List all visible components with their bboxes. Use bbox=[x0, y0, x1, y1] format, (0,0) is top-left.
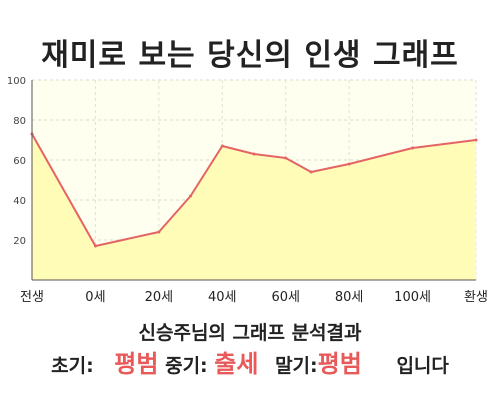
axes bbox=[31, 80, 476, 281]
data-point bbox=[220, 144, 224, 148]
y-tick-label: 20 bbox=[13, 236, 26, 247]
line-segment bbox=[94, 231, 160, 247]
middle-value: 출세 bbox=[214, 350, 259, 378]
data-point bbox=[189, 194, 193, 198]
x-tick-label: 전생 bbox=[20, 290, 44, 305]
data-point bbox=[284, 156, 288, 160]
x-tick-label: 100세 bbox=[394, 290, 431, 305]
data-point bbox=[157, 230, 161, 234]
late-value: 평범 bbox=[317, 350, 362, 378]
line-segment bbox=[189, 145, 224, 197]
x-tick-label: 40세 bbox=[208, 290, 237, 305]
line-segment bbox=[157, 195, 192, 233]
line-segment bbox=[310, 163, 351, 173]
line-segment bbox=[221, 145, 255, 155]
line-segment bbox=[348, 147, 414, 165]
y-tick-label: 60 bbox=[13, 156, 26, 167]
line-segment bbox=[31, 133, 97, 247]
early-value: 평범 bbox=[114, 350, 159, 378]
analysis-result: 초기: 평범 중기: 출세 말기:평범 입니다 bbox=[0, 344, 500, 379]
series-line bbox=[31, 133, 477, 247]
x-tick-labels: 전생 0세 20세 40세 60세 80세 100세 환생 bbox=[20, 290, 488, 305]
data-point bbox=[347, 162, 351, 166]
line-segment bbox=[411, 139, 477, 149]
data-point bbox=[309, 170, 313, 174]
analysis-heading: 신승주님의 그래프 분석결과 bbox=[138, 322, 362, 344]
data-point bbox=[93, 244, 97, 248]
x-tick-label: 0세 bbox=[85, 290, 105, 305]
x-tick-label: 80세 bbox=[335, 290, 364, 305]
early-label: 초기: bbox=[51, 355, 94, 377]
data-point bbox=[411, 146, 415, 150]
y-tick-label: 100 bbox=[7, 76, 26, 87]
data-points bbox=[30, 132, 478, 248]
data-point bbox=[474, 138, 478, 142]
data-point bbox=[252, 152, 256, 156]
result-suffix: 입니다 bbox=[396, 355, 449, 377]
line-segment bbox=[253, 153, 287, 159]
x-tick-label: 20세 bbox=[145, 290, 174, 305]
x-tick-label: 60세 bbox=[271, 290, 300, 305]
middle-label: 중기: bbox=[165, 355, 208, 377]
y-tick-label: 80 bbox=[13, 116, 26, 127]
y-tick-labels: 20 40 60 80 100 bbox=[7, 76, 26, 247]
late-label: 말기: bbox=[275, 355, 318, 377]
x-tick-label: 환생 bbox=[464, 290, 488, 305]
area-fill bbox=[32, 134, 476, 280]
chart-title: 재미로 보는 당신의 인생 그래프 bbox=[41, 38, 459, 73]
y-tick-label: 40 bbox=[13, 196, 26, 207]
line-segment bbox=[284, 157, 313, 173]
